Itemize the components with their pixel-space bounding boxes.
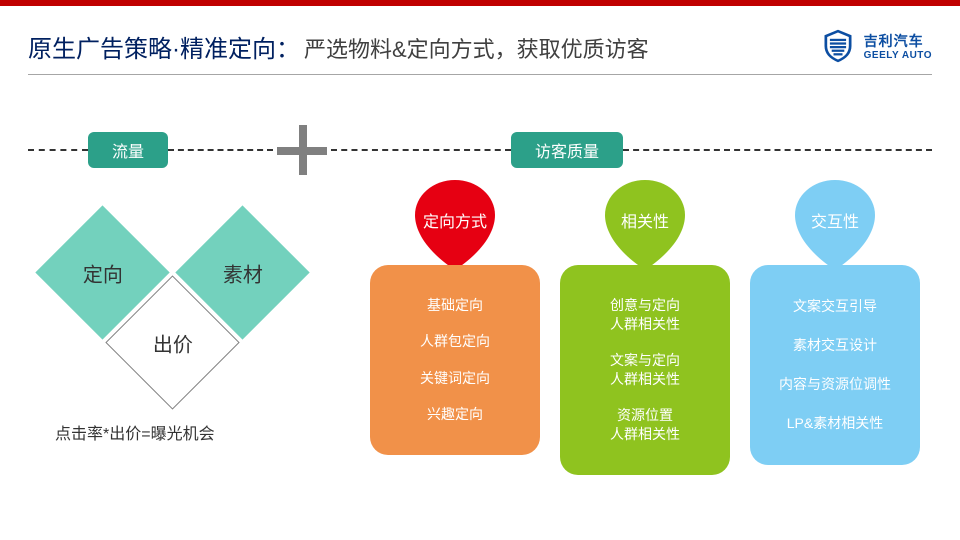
card-item: 创意与定向人群相关性	[610, 296, 680, 334]
pin-label: 交互性	[811, 208, 859, 232]
header: 原生广告策略·精准定向： 严选物料&定向方式，获取优质访客 吉利汽车 GEELY…	[28, 28, 932, 64]
title: 原生广告策略·精准定向： 严选物料&定向方式，获取优质访客	[28, 29, 649, 64]
diamond-targeting-label: 定向	[83, 258, 123, 287]
card-item: 素材交互设计	[793, 336, 877, 355]
card-item: LP&素材相关性	[787, 414, 883, 433]
dashed-segment	[168, 149, 273, 151]
card-item: 文案交互引导	[793, 297, 877, 316]
dashed-segment	[623, 149, 932, 151]
card-item: 基础定向	[427, 296, 483, 315]
plus-icon	[277, 125, 327, 175]
dashed-row: 流量 访客质量	[28, 130, 932, 170]
dashed-segment	[28, 149, 88, 151]
card-item: 文案与定向人群相关性	[610, 351, 680, 389]
top-bar	[0, 0, 960, 6]
diamond-material-label: 素材	[223, 258, 263, 287]
card-body: 基础定向人群包定向关键词定向兴趣定向	[370, 265, 540, 455]
dashed-segment	[331, 149, 511, 151]
pill-visitor-quality-label: 访客质量	[535, 138, 599, 162]
pin-label: 相关性	[621, 208, 669, 232]
title-sub: 严选物料&定向方式，获取优质访客	[304, 32, 649, 64]
diamond-bid-label: 出价	[153, 328, 193, 357]
title-main: 原生广告策略·精准定向：	[28, 29, 300, 64]
card-body: 文案交互引导素材交互设计内容与资源位调性 LP&素材相关性	[750, 265, 920, 465]
card-body: 创意与定向人群相关性文案与定向人群相关性资源位置人群相关性	[560, 265, 730, 475]
card-item: 人群包定向	[420, 332, 490, 351]
pill-traffic-label: 流量	[112, 138, 144, 162]
card-item: 内容与资源位调性	[779, 375, 891, 394]
formula-text: 点击率*出价=曝光机会	[55, 420, 215, 444]
card-item: 关键词定向	[420, 369, 490, 388]
logo-text-cn: 吉利汽车	[864, 31, 932, 51]
card-item: 兴趣定向	[427, 405, 483, 424]
pin-label: 定向方式	[423, 208, 487, 232]
logo-text-en: GEELY AUTO	[864, 50, 932, 61]
logo-text: 吉利汽车 GEELY AUTO	[864, 31, 932, 61]
card-item: 资源位置人群相关性	[610, 406, 680, 444]
pill-visitor-quality: 访客质量	[511, 132, 623, 168]
geely-logo: 吉利汽车 GEELY AUTO	[820, 28, 932, 64]
pill-traffic: 流量	[88, 132, 168, 168]
shield-icon	[820, 28, 856, 64]
diamond-cluster: 定向 素材 出价	[30, 200, 330, 420]
header-underline	[28, 74, 932, 75]
